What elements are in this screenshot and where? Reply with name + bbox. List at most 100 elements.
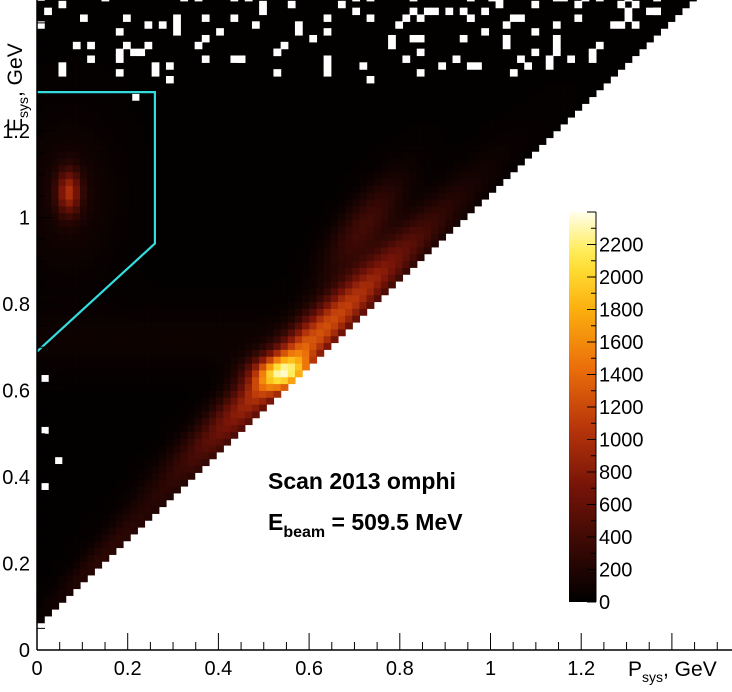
heatmap-cell	[216, 321, 224, 330]
heatmap-cell	[194, 185, 203, 193]
heatmap-cell	[58, 533, 67, 542]
heatmap-cell	[395, 116, 404, 125]
heatmap-cell	[259, 321, 267, 330]
heatmap-cell	[459, 178, 468, 186]
heatmap-cell	[208, 0, 217, 2]
heatmap-cell	[259, 123, 267, 132]
heatmap-cell	[223, 233, 232, 241]
heatmap-cell	[244, 28, 253, 36]
heatmap-cell	[581, 7, 590, 16]
heatmap-cell	[194, 226, 203, 234]
heatmap-cell	[108, 335, 117, 344]
heatmap-cell	[230, 301, 239, 309]
heatmap-cell	[409, 28, 418, 36]
heatmap-cell	[237, 356, 246, 364]
heatmap-cell	[144, 219, 153, 227]
heatmap-cell	[72, 198, 81, 207]
heatmap-cell	[366, 219, 375, 227]
heatmap-cell	[452, 34, 461, 43]
heatmap-cell	[273, 212, 282, 221]
heatmap-cell	[216, 445, 224, 453]
heatmap-cell	[151, 21, 160, 29]
heatmap-cell	[87, 0, 95, 9]
heatmap-cell	[65, 253, 74, 262]
heatmap-cell	[237, 62, 246, 70]
heatmap-cell	[266, 62, 275, 70]
heatmap-cell	[266, 130, 275, 139]
heatmap-cell	[409, 110, 418, 118]
heatmap-cell	[151, 253, 160, 262]
heatmap-cell	[194, 280, 203, 289]
heatmap-cell	[94, 561, 103, 569]
empty-bin	[466, 0, 475, 2]
heatmap-cell	[37, 75, 45, 84]
heatmap-cell	[452, 62, 461, 70]
heatmap-cell	[395, 0, 404, 2]
heatmap-cell	[151, 349, 160, 357]
heatmap-cell	[273, 157, 282, 166]
heatmap-cell	[495, 164, 504, 173]
heatmap-cell	[87, 103, 95, 111]
heatmap-cell	[44, 561, 52, 569]
heatmap-cell	[244, 89, 253, 98]
heatmap-cell	[495, 28, 504, 36]
heatmap-cell	[51, 246, 60, 255]
heatmap-cell	[101, 294, 110, 303]
heatmap-cell	[58, 369, 67, 378]
heatmap-cell	[72, 280, 81, 289]
heatmap-cell	[65, 465, 74, 473]
heatmap-cell	[79, 82, 88, 91]
heatmap-cell	[352, 28, 361, 36]
heatmap-cell	[302, 233, 310, 241]
heatmap-cell	[287, 137, 296, 145]
heatmap-cell	[366, 239, 375, 248]
heatmap-cell	[65, 55, 74, 63]
heatmap-cell	[330, 233, 339, 241]
heatmap-cell	[251, 178, 260, 186]
heatmap-cell	[316, 137, 325, 145]
heatmap-cell	[122, 417, 131, 426]
heatmap-cell	[115, 62, 124, 70]
heatmap-cell	[101, 335, 110, 344]
heatmap-cell	[294, 137, 303, 145]
heatmap-cell	[251, 349, 260, 357]
heatmap-cell	[180, 233, 189, 241]
heatmap-cell	[259, 198, 267, 207]
heatmap-cell	[137, 103, 146, 111]
heatmap-cell	[359, 260, 368, 268]
heatmap-cell	[323, 335, 332, 344]
heatmap-cell	[244, 7, 253, 16]
heatmap-cell	[431, 89, 439, 98]
heatmap-cell	[452, 103, 461, 111]
heatmap-cell	[524, 96, 533, 104]
heatmap-cell	[201, 390, 210, 398]
heatmap-cell	[65, 212, 74, 221]
heatmap-cell	[502, 14, 511, 22]
empty-bin	[466, 62, 475, 70]
heatmap-cell	[94, 171, 103, 180]
heatmap-cell	[87, 458, 95, 467]
heatmap-cell	[158, 164, 167, 173]
heatmap-cell	[280, 369, 289, 378]
heatmap-cell	[65, 137, 74, 145]
heatmap-cell	[395, 226, 404, 234]
heatmap-cell	[337, 212, 346, 221]
heatmap-cell	[173, 82, 181, 91]
heatmap-cell	[137, 267, 146, 275]
heatmap-cell	[445, 89, 454, 98]
heatmap-cell	[373, 34, 382, 43]
heatmap-cell	[373, 7, 382, 16]
heatmap-cell	[201, 233, 210, 241]
heatmap-cell	[187, 75, 196, 84]
heatmap-cell	[158, 390, 167, 398]
heatmap-cell	[380, 185, 389, 193]
heatmap-cell	[316, 192, 325, 200]
heatmap-cell	[345, 185, 353, 193]
heatmap-cell	[208, 14, 217, 22]
heatmap-cell	[380, 14, 389, 22]
heatmap-cell	[65, 376, 74, 385]
heatmap-cell	[87, 390, 95, 398]
heatmap-cell	[452, 28, 461, 36]
heatmap-cell	[223, 89, 232, 98]
heatmap-cell	[65, 123, 74, 132]
